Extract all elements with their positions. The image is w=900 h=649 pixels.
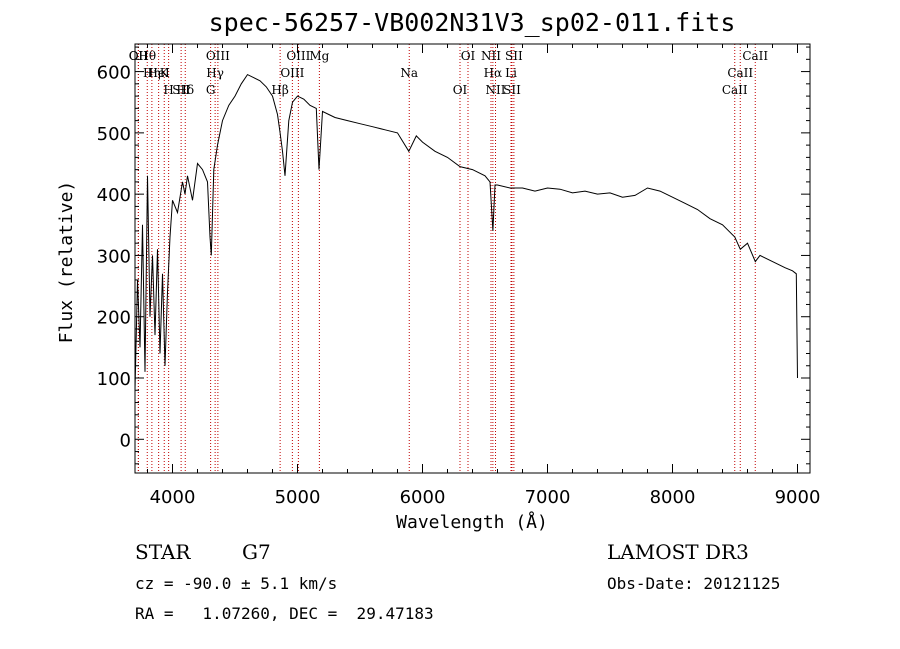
class-label: STAR: [135, 540, 191, 564]
redshift-text: cz = -90.0 ± 5.1 km/s: [135, 574, 338, 593]
subclass-label: G7: [242, 540, 271, 564]
x-tick-label: 9000: [775, 487, 821, 508]
line-marker-label: SII: [505, 49, 523, 63]
line-marker-label: G: [206, 83, 216, 97]
chart-title: spec-56257-VB002N31V3_sp02-011.fits: [209, 8, 736, 37]
line-marker-label: NII: [481, 49, 501, 63]
line-marker-label: Hη: [143, 66, 161, 80]
line-marker-label: OIII: [280, 66, 304, 80]
line-marker-label: OI: [453, 83, 468, 97]
line-marker-label: Na: [400, 66, 418, 80]
flux-series-line: [134, 73, 798, 391]
line-marker-label: OI: [461, 49, 476, 63]
radec-text: RA = 1.07260, DEC = 29.47183: [135, 604, 434, 623]
y-tick-label: 500: [97, 124, 131, 145]
line-marker-label: OII: [129, 49, 149, 63]
x-axis-label: Wavelength (Å): [396, 511, 548, 533]
line-marker-label: Hθ: [138, 49, 156, 63]
line-marker-label: Hγ: [206, 66, 224, 80]
y-tick-label: 0: [120, 430, 131, 451]
line-marker-label: H: [163, 83, 173, 97]
y-tick-label: 100: [97, 369, 131, 390]
line-marker-label: OII: [129, 49, 149, 63]
line-marker-label: OIII: [286, 49, 310, 63]
line-marker-label: CaII: [742, 49, 768, 63]
line-marker-label: OIII: [206, 49, 230, 63]
x-tick-label: 8000: [650, 487, 696, 508]
x-tick-label: 5000: [275, 487, 321, 508]
line-marker-label: Mg: [309, 49, 329, 63]
line-marker-label: Hδ: [176, 83, 194, 97]
y-tick-label: 600: [97, 63, 131, 84]
line-marker-label: CaII: [727, 66, 753, 80]
x-tick-label: 7000: [525, 487, 571, 508]
survey-label: LAMOST DR3: [607, 540, 749, 564]
plot-frame: [134, 43, 811, 474]
x-tick-label: 4000: [150, 487, 196, 508]
line-markers: [137, 44, 756, 473]
line-marker-label: NII: [486, 83, 506, 97]
y-tick-label: 200: [97, 308, 131, 329]
line-marker-label: Hα: [484, 66, 503, 80]
obs-date-text: Obs-Date: 20121125: [607, 574, 781, 593]
line-marker-labels: HθKHδOIIHeISIIOIIHηHOIIIHγGOIIIOIIIHβMgN…: [129, 49, 769, 97]
line-marker-label: SII: [503, 83, 521, 97]
x-tick-label: 6000: [400, 487, 446, 508]
line-marker-label: SII: [172, 83, 190, 97]
line-marker-label: CaII: [722, 83, 748, 97]
line-marker-label: Li: [505, 66, 517, 80]
y-tick-label: 300: [97, 246, 131, 267]
axis-ticks: 4000 5000 6000 7000 8000 9000 0 100 200 300 400 500…: [97, 44, 821, 508]
y-tick-label: 400: [97, 185, 131, 206]
line-marker-label: K: [160, 66, 170, 80]
line-marker-label: HeI: [147, 66, 170, 80]
y-axis-label: Flux (relative): [56, 181, 77, 344]
line-marker-label: Hβ: [271, 83, 288, 97]
